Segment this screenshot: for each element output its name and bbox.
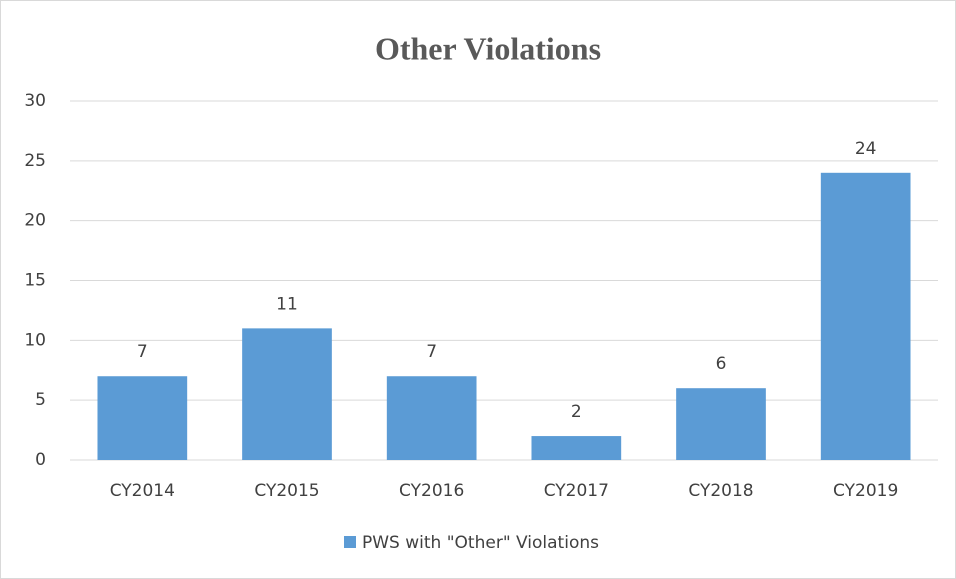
y-tick-label: 20 [24, 211, 46, 231]
legend-label: PWS with "Other" Violations [362, 533, 599, 553]
y-tick-label: 5 [35, 390, 46, 410]
data-label: 6 [716, 354, 727, 374]
bar [676, 388, 766, 460]
y-tick-label: 15 [24, 271, 46, 291]
data-label: 2 [571, 402, 582, 422]
x-tick-label: CY2015 [254, 481, 319, 501]
x-tick-label: CY2014 [110, 481, 175, 501]
data-label: 7 [137, 342, 148, 362]
y-tick-label: 30 [24, 91, 46, 111]
data-label: 11 [276, 294, 298, 314]
y-tick-label: 25 [24, 151, 46, 171]
y-tick-label: 0 [35, 450, 46, 470]
bar [820, 172, 911, 461]
bar [97, 376, 188, 460]
chart-title: Other Violations [375, 30, 601, 66]
y-tick-label: 10 [24, 330, 46, 350]
x-tick-label: CY2019 [833, 481, 898, 501]
legend-swatch [344, 536, 356, 548]
x-tick-label: CY2016 [399, 481, 464, 501]
x-tick-label: CY2018 [688, 481, 753, 501]
bar [531, 436, 622, 460]
bar [242, 328, 332, 460]
x-tick-label: CY2017 [544, 481, 609, 501]
data-label: 24 [855, 139, 877, 159]
bar [386, 376, 477, 460]
data-label: 7 [426, 342, 437, 362]
